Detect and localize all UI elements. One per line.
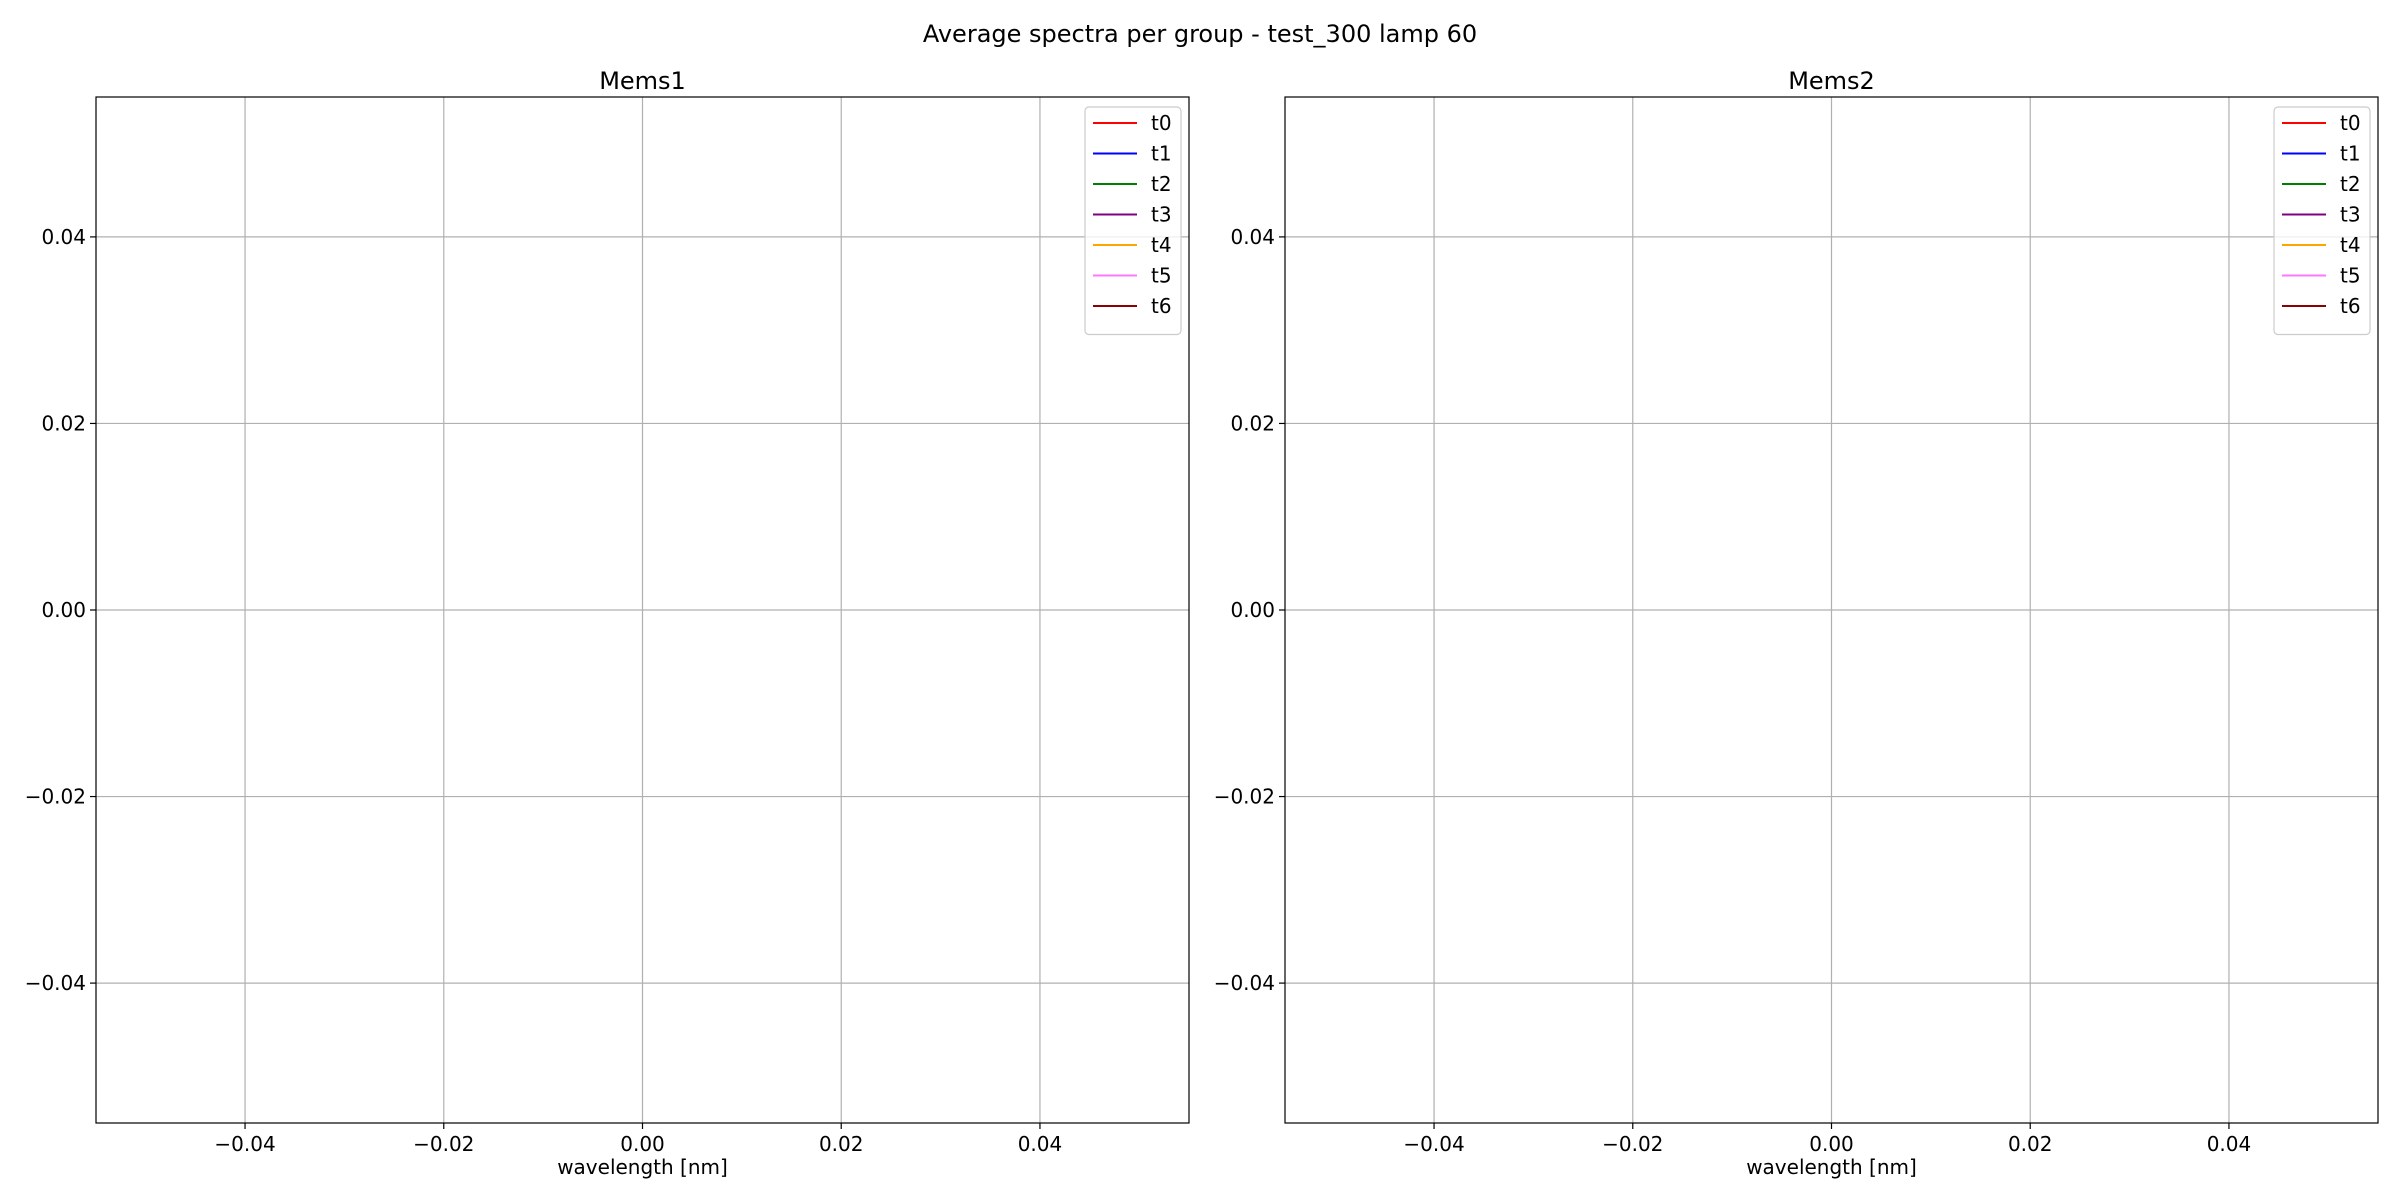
y-tick-label: 0.00 [1230, 598, 1275, 622]
subplot-title: Mems1 [599, 67, 686, 95]
legend-label: t4 [1151, 233, 1172, 257]
x-tick-label: 0.04 [2207, 1132, 2252, 1156]
subplot-title: Mems2 [1788, 67, 1875, 95]
legend-label: t5 [2340, 264, 2361, 288]
x-tick-label: −0.04 [214, 1132, 275, 1156]
y-tick-label: −0.04 [25, 971, 86, 995]
x-tick-label: 0.00 [1809, 1132, 1854, 1156]
x-tick-label: −0.04 [1403, 1132, 1464, 1156]
legend-label: t3 [1151, 203, 1172, 227]
y-tick-label: 0.02 [41, 411, 86, 435]
x-tick-label: 0.02 [2008, 1132, 2053, 1156]
legend-label: t0 [2340, 111, 2361, 135]
y-tick-label: −0.02 [25, 785, 86, 809]
legend-box [1084, 106, 1182, 336]
legend: t0 t1 t2 t3 t4 t5 t6 [1084, 106, 1182, 336]
y-tick-label: −0.02 [1214, 785, 1275, 809]
legend-label: t3 [2340, 203, 2361, 227]
axes-layer: Mems1 −0.04 −0.02 0.00 0.02 0.04 0.04 0.02 0.00 −… [25, 67, 2379, 1179]
legend-label: t6 [1151, 294, 1172, 318]
x-tick-label: 0.04 [1018, 1132, 1063, 1156]
y-tick-label: 0.04 [41, 225, 86, 249]
y-tick-label: −0.04 [1214, 971, 1275, 995]
x-tick-label: −0.02 [1602, 1132, 1663, 1156]
y-tick-label: 0.02 [1230, 411, 1275, 435]
legend: t0 t1 t2 t3 t4 t5 t6 [2273, 106, 2371, 336]
legend-label: t1 [1151, 142, 1172, 166]
y-tick-label: 0.04 [1230, 225, 1275, 249]
legend-label: t1 [2340, 142, 2361, 166]
legend-label: t2 [2340, 172, 2361, 196]
x-tick-label: −0.02 [413, 1132, 474, 1156]
figure-title: Average spectra per group - test_300 lam… [923, 20, 1477, 48]
legend-label: t2 [1151, 172, 1172, 196]
legend-label: t5 [1151, 264, 1172, 288]
x-axis-label: wavelength [nm] [557, 1155, 728, 1179]
x-tick-label: 0.02 [819, 1132, 864, 1156]
x-axis-label: wavelength [nm] [1746, 1155, 1917, 1179]
subplot-1: Mems1 −0.04 −0.02 0.00 0.02 0.04 0.04 0.02 0.00 −… [25, 67, 1190, 1179]
legend-label: t6 [2340, 294, 2361, 318]
legend-label: t0 [1151, 111, 1172, 135]
y-tick-label: 0.00 [41, 598, 86, 622]
x-tick-label: 0.00 [620, 1132, 665, 1156]
legend-box [2273, 106, 2371, 336]
legend-label: t4 [2340, 233, 2361, 257]
subplot-2: Mems2 −0.04 −0.02 0.00 0.02 0.04 0.04 0.02 0.00 −… [1214, 67, 2379, 1179]
